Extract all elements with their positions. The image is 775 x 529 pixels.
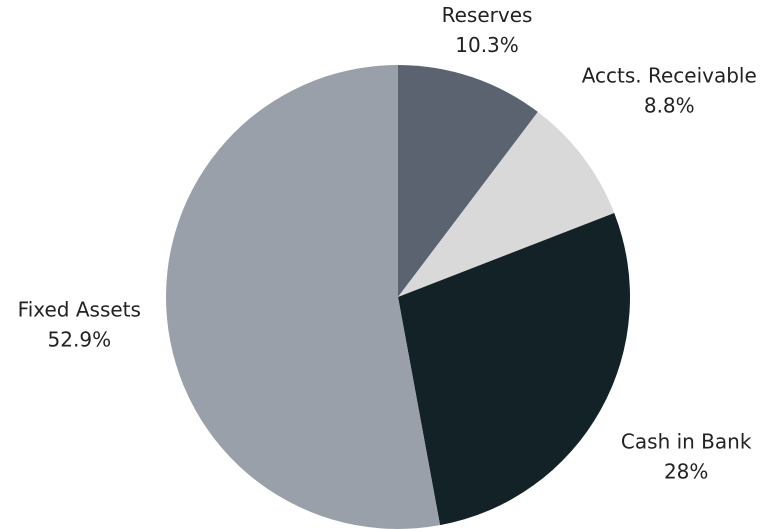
slice-value-label: 8.8% <box>644 94 695 118</box>
pie-slice <box>398 212 630 526</box>
slice-value-label: 52.9% <box>48 328 112 352</box>
pie-slice <box>398 65 538 297</box>
slice-label: Reserves <box>442 3 533 27</box>
slice-label: Cash in Bank <box>621 429 752 453</box>
pie-slice <box>398 111 615 298</box>
slice-label: Fixed Assets <box>18 298 141 322</box>
slice-label: Accts. Receivable <box>582 64 757 88</box>
slice-value-label: 10.3% <box>455 33 519 57</box>
pie-slice <box>166 65 441 529</box>
slice-value-label: 28% <box>664 459 708 483</box>
